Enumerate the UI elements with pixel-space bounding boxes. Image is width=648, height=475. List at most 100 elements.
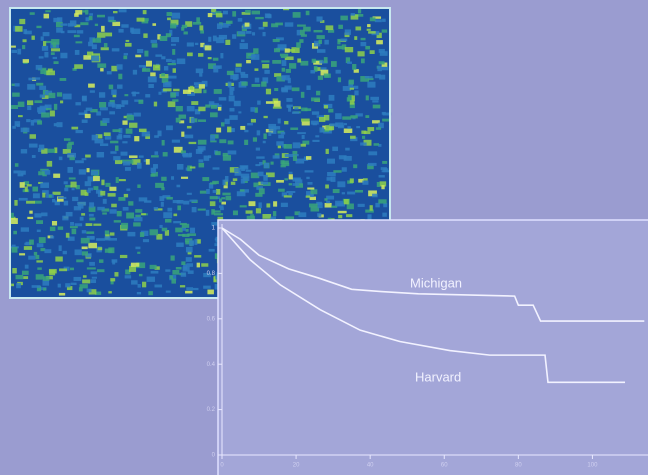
speckle [284,56,294,61]
speckle [113,156,121,161]
speckle [261,81,267,87]
speckle [90,236,95,240]
speckle [272,155,280,159]
y-tick-label: 0.4 [207,362,216,368]
speckle [360,37,366,41]
speckle [41,212,48,217]
speckle [81,251,89,256]
speckle [216,127,222,133]
speckle [276,141,284,146]
speckle [227,140,234,145]
speckle [177,163,184,170]
speckle [113,220,121,223]
speckle [24,186,28,192]
speckle [48,92,56,99]
speckle [210,103,219,107]
speckle [118,128,123,134]
speckle [131,28,141,34]
speckle [132,69,138,75]
speckle [274,73,282,77]
speckle [102,118,110,123]
speckle [250,107,255,112]
speckle [171,176,175,180]
speckle [345,57,351,64]
speckle [199,25,204,31]
speckle [27,105,32,111]
speckle [74,24,81,28]
speckle [27,216,34,220]
speckle [73,206,82,211]
speckle [45,108,52,111]
speckle [139,232,145,238]
speckle [382,112,392,116]
speckle [11,247,18,253]
speckle [262,21,268,27]
speckle [84,110,88,116]
speckle [378,199,387,204]
speckle [44,249,52,254]
speckle [330,176,336,182]
speckle [87,51,94,56]
speckle [324,39,329,45]
speckle [42,276,50,281]
speckle [310,120,319,125]
speckle [167,101,176,108]
speckle [325,184,329,189]
speckle [175,266,182,270]
speckle [80,237,90,244]
speckle [195,68,204,74]
speckle [330,61,337,67]
speckle [215,13,223,18]
speckle [10,105,19,110]
speckle [184,134,194,139]
plot: 0 0.2 0.4 0.6 0.8 1 0 20 40 60 80 100 Michigan Harvar… [207,224,648,469]
speckle [347,61,352,64]
speckle [51,220,58,226]
speckle [110,278,116,282]
speckle [344,46,354,53]
speckle [270,216,277,221]
speckle [285,216,295,222]
speckle [93,223,102,226]
speckle [52,42,57,48]
speckle [310,70,316,74]
speckle [118,196,126,201]
speckle [172,68,176,73]
speckle [43,287,47,291]
speckle [40,69,47,75]
speckle [136,291,142,295]
speckle [138,128,147,133]
speckle [311,58,316,63]
speckle [182,152,189,157]
speckle [125,128,133,134]
speckle [15,26,23,32]
speckle [85,107,93,111]
speckle [167,17,171,21]
speckle [121,100,129,105]
speckle [108,19,116,23]
speckle [96,14,105,18]
speckle [312,122,317,126]
speckle [85,9,89,15]
speckle [176,184,181,188]
speckle [215,151,221,156]
speckle [108,84,114,90]
speckle [236,191,246,197]
speckle [272,126,281,130]
speckle [110,140,119,144]
speckle [335,122,344,127]
speckle [379,181,387,187]
speckle [89,261,95,266]
speckle [181,176,189,179]
speckle [280,202,288,208]
speckle [154,208,163,211]
speckle [325,25,334,31]
speckle [118,28,124,33]
speckle [167,62,177,66]
speckle [351,95,355,102]
speckle [198,119,206,122]
speckle [161,176,167,181]
speckle [132,91,136,97]
speckle [97,206,105,211]
speckle [280,55,287,58]
